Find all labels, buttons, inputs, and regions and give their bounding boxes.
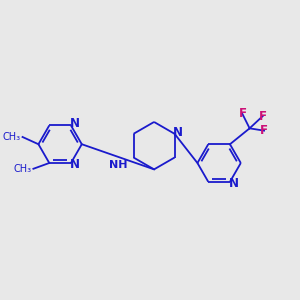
Text: N: N — [69, 118, 80, 130]
Text: F: F — [238, 107, 246, 120]
Text: CH₃: CH₃ — [3, 132, 21, 142]
Text: NH: NH — [109, 160, 127, 170]
Text: F: F — [259, 110, 267, 123]
Text: N: N — [69, 158, 80, 171]
Text: N: N — [229, 177, 239, 190]
Text: F: F — [260, 124, 268, 137]
Text: N: N — [173, 126, 183, 139]
Text: CH₃: CH₃ — [14, 164, 32, 174]
